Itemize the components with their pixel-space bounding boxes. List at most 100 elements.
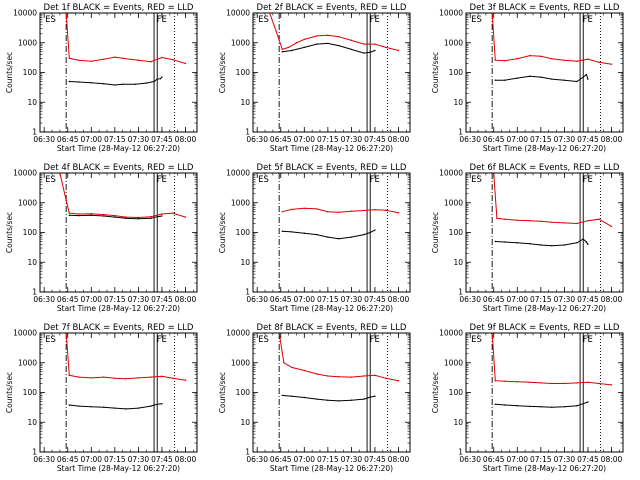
panel-title: Det 5f BLACK = Events, RED = LLD — [257, 163, 407, 173]
data-point-events — [90, 82, 93, 84]
x-tick-label: 07:00 — [506, 295, 528, 304]
marker-label-es: ES — [471, 15, 482, 25]
data-point-lld — [494, 59, 496, 61]
y-tick-label: 10000 — [439, 329, 463, 338]
data-point-events — [374, 229, 376, 231]
plot-frame — [252, 172, 411, 293]
data-point-lld — [529, 381, 531, 383]
data-point-events — [327, 399, 329, 401]
x-tick-label: 06:30 — [459, 295, 481, 304]
x-axis-label: Start Time (28-May-12 06:27:20) — [270, 304, 393, 313]
x-tick-label: 07:00 — [293, 135, 315, 144]
x-tick-label: 06:45 — [57, 295, 79, 304]
data-point-lld — [68, 374, 71, 376]
y-tick-label: 100 — [449, 388, 464, 397]
x-axis-label: Start Time (28-May-12 06:27:20) — [483, 144, 606, 153]
data-point-lld — [496, 217, 498, 219]
x-tick-label: 06:45 — [483, 455, 505, 464]
data-point-lld — [397, 212, 400, 214]
y-tick-label: 100 — [23, 228, 38, 237]
x-tick-label: 07:00 — [80, 135, 102, 144]
x-tick-label: 07:15 — [104, 295, 126, 304]
y-tick-label: 10 — [27, 258, 37, 267]
data-point-events — [350, 399, 353, 401]
x-tick-label: 07:15 — [317, 295, 339, 304]
data-point-lld — [397, 380, 400, 382]
data-point-lld — [150, 216, 152, 218]
x-tick-label: 07:30 — [128, 295, 150, 304]
data-point-lld — [303, 38, 305, 41]
plot-data — [491, 333, 613, 408]
x-tick-label: 08:00 — [175, 135, 197, 144]
x-axis-label: Start Time (28-May-12 06:27:20) — [270, 144, 393, 153]
y-tick-label: 1 — [458, 448, 463, 457]
data-point-lld — [610, 384, 613, 386]
data-point-events — [587, 401, 589, 403]
data-point-events — [494, 79, 496, 81]
series-lld — [493, 173, 612, 227]
x-axis-label: Start Time (28-May-12 06:27:20) — [483, 304, 606, 313]
data-point-lld — [137, 59, 140, 61]
data-point-events — [363, 233, 365, 236]
x-tick-label: 07:45 — [364, 295, 386, 304]
data-point-events — [90, 214, 93, 216]
y-tick-label: 1 — [245, 448, 250, 457]
x-tick-label: 07:30 — [341, 135, 363, 144]
series-lld — [65, 13, 186, 64]
data-point-lld — [90, 213, 93, 215]
data-point-events — [327, 42, 329, 45]
series-events — [282, 229, 376, 240]
x-tick-label: 07:15 — [530, 295, 552, 304]
marker-label-es: ES — [258, 335, 269, 345]
x-tick-label: 08:00 — [601, 135, 623, 144]
x-tick-label: 08:00 — [601, 295, 623, 304]
x-tick-label: 07:30 — [341, 455, 363, 464]
data-point-lld — [90, 377, 93, 379]
data-point-lld — [90, 60, 93, 62]
panel-title: Det 6f BLACK = Events, RED = LLD — [470, 163, 620, 173]
x-tick-label: 06:30 — [246, 455, 268, 464]
data-point-lld — [598, 382, 600, 385]
data-point-lld — [291, 366, 293, 369]
data-point-lld — [291, 208, 293, 211]
data-point-lld — [316, 35, 318, 37]
data-point-lld — [587, 220, 589, 222]
data-point-lld — [504, 380, 506, 382]
data-point-lld — [610, 225, 613, 228]
data-point-events — [369, 231, 371, 234]
x-tick-label: 07:45 — [364, 135, 386, 144]
data-point-events — [529, 75, 531, 77]
data-point-events — [150, 405, 152, 407]
data-point-events — [338, 238, 340, 240]
y-tick-label: 100 — [236, 388, 251, 397]
data-point-events — [114, 216, 116, 218]
y-tick-label: 1000 — [444, 38, 463, 47]
data-point-events — [303, 232, 305, 234]
x-axis-label: Start Time (28-May-12 06:27:20) — [57, 144, 180, 153]
plot-data — [65, 333, 187, 410]
data-point-events — [78, 405, 80, 407]
x-tick-label: 06:30 — [33, 295, 55, 304]
data-point-lld — [184, 216, 187, 218]
panel-title: Det 7f BLACK = Events, RED = LLD — [44, 323, 194, 333]
x-tick-label: 06:45 — [483, 135, 505, 144]
series-events — [282, 394, 375, 402]
data-point-lld — [540, 382, 542, 384]
data-point-events — [585, 241, 588, 243]
data-point-events — [103, 215, 105, 217]
x-tick-label: 07:30 — [554, 295, 576, 304]
plot-frame — [465, 12, 624, 133]
data-point-events — [327, 236, 329, 238]
series-events — [69, 214, 162, 220]
data-point-events — [291, 49, 293, 52]
x-axis-label: Start Time (28-May-12 06:27:20) — [57, 464, 180, 473]
x-tick-label: 06:30 — [459, 455, 481, 464]
marker-label-fe: FE — [370, 175, 380, 185]
y-tick-label: 1000 — [231, 38, 250, 47]
data-point-events — [125, 408, 127, 410]
data-point-events — [551, 406, 553, 408]
y-tick-label: 10000 — [13, 329, 37, 338]
y-axis-label: Counts/sec — [431, 372, 440, 413]
data-point-events — [303, 396, 305, 399]
data-point-events — [494, 403, 496, 405]
